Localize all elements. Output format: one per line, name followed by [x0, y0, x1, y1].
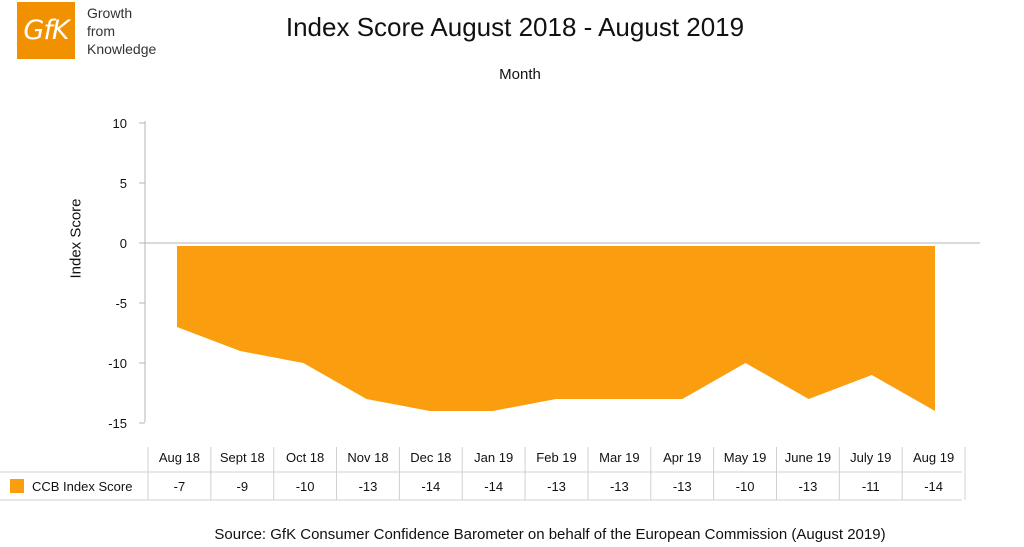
chart-title: Index Score August 2018 - August 2019 [285, 12, 745, 42]
legend-swatch [10, 479, 24, 493]
x-category-label: Aug 18 [159, 450, 200, 465]
month-label: Month [499, 66, 541, 83]
legend-label: CCB Index Score [32, 479, 132, 494]
x-category-label: Dec 18 [410, 450, 451, 465]
y-tick-label: 5 [120, 176, 127, 191]
tagline-line: Growth [87, 5, 133, 21]
x-category-label: Jan 19 [474, 450, 513, 465]
x-category-label: Sept 18 [220, 450, 265, 465]
data-value-label: -13 [359, 479, 378, 494]
source-note: Source: GfK Consumer Confidence Baromete… [214, 526, 886, 543]
y-tick-label: 0 [120, 236, 127, 251]
data-value-label: -13 [673, 479, 692, 494]
x-category-label: Apr 19 [663, 450, 701, 465]
data-value-label: -11 [862, 479, 880, 494]
data-value-label: -14 [484, 479, 503, 494]
data-value-label: -13 [610, 479, 629, 494]
data-value-label: -13 [547, 479, 566, 494]
logo-tagline: Growth from Knowledge [87, 4, 207, 58]
data-value-label: -10 [736, 479, 755, 494]
gfk-logo: GfK [17, 2, 75, 59]
data-value-label: -9 [236, 479, 248, 494]
y-tick-label: -10 [108, 356, 127, 371]
x-category-label: Feb 19 [536, 450, 576, 465]
data-value-label: -10 [296, 479, 315, 494]
x-category-label: May 19 [724, 450, 767, 465]
x-category-label: Oct 18 [286, 450, 324, 465]
data-value-label: -14 [924, 479, 943, 494]
x-category-label: June 19 [785, 450, 831, 465]
tagline-line: Knowledge [87, 41, 157, 57]
area-series-ccb [177, 246, 935, 411]
logo-mark: GfK [23, 15, 69, 46]
tagline-line: from [87, 23, 115, 39]
y-tick-label: 10 [113, 116, 127, 131]
data-value-label: -14 [421, 479, 440, 494]
x-category-label: Mar 19 [599, 450, 639, 465]
y-tick-label: -15 [108, 416, 127, 431]
x-category-label: Aug 19 [913, 450, 954, 465]
x-category-label: July 19 [850, 450, 891, 465]
data-value-label: -7 [174, 479, 186, 494]
x-category-label: Nov 18 [347, 450, 388, 465]
data-value-label: -13 [799, 479, 818, 494]
y-tick-label: -5 [115, 296, 127, 311]
